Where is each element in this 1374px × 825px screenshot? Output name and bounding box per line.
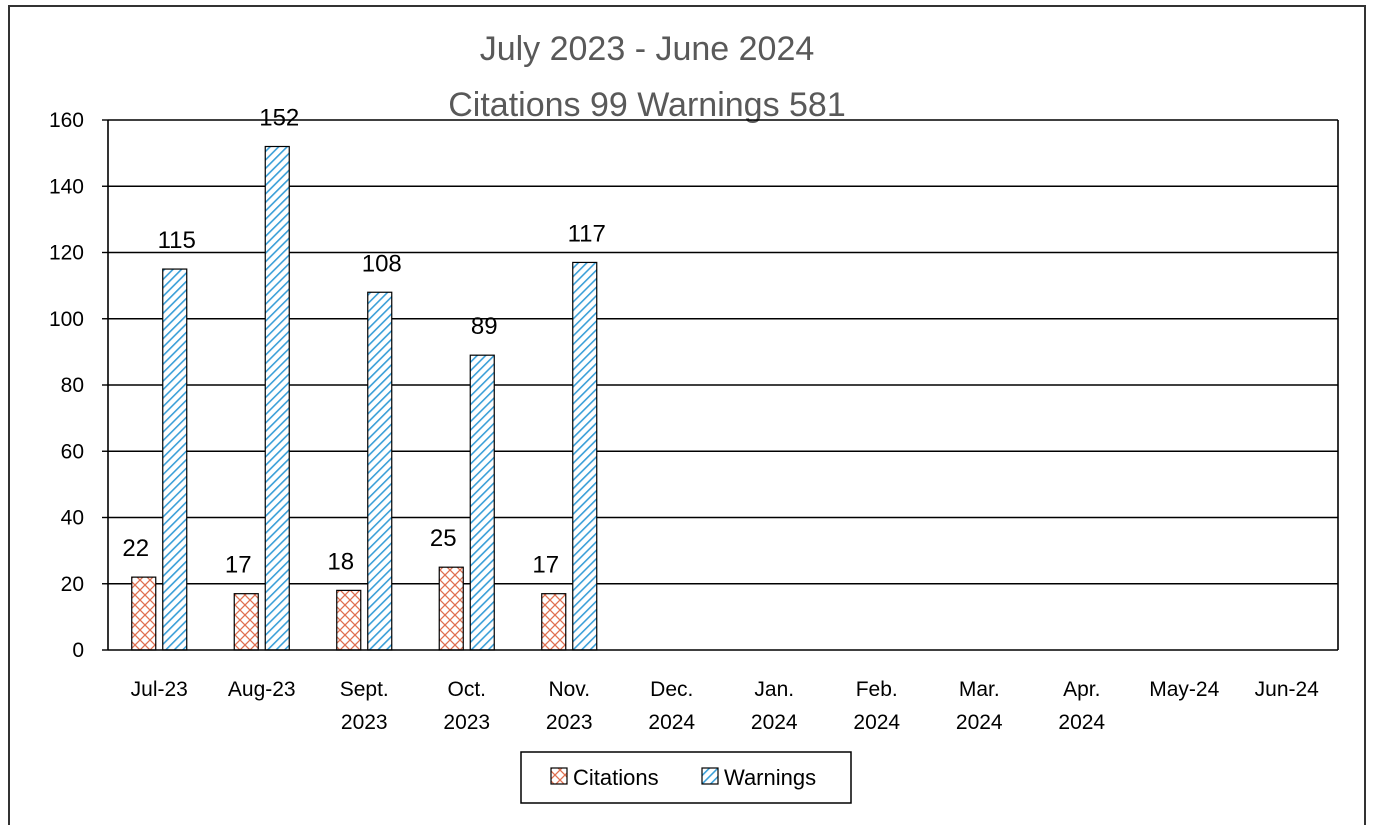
data-label-citations: 17 [225, 552, 252, 579]
x-tick-label: Jun-24 [1255, 678, 1320, 701]
bar-citations [336, 589, 362, 651]
data-label-warnings: 152 [259, 105, 299, 132]
y-tick-label: 40 [61, 507, 84, 530]
data-labels: 22 17 18 25 17 115 152 108 89 117 [122, 105, 605, 579]
data-label-warnings: 108 [362, 250, 402, 277]
y-tick-label: 80 [61, 374, 84, 397]
bar-citations [131, 576, 157, 651]
y-tick-label: 60 [61, 440, 84, 463]
bar-warnings [572, 261, 598, 651]
x-tick-label: Feb. [856, 678, 898, 701]
bar-citations [438, 566, 464, 651]
x-tick-label: Jan. [754, 678, 794, 701]
data-label-citations: 22 [122, 535, 149, 562]
x-tick-label: Jul-23 [131, 678, 188, 701]
bar-warnings [162, 268, 188, 651]
data-label-citations: 17 [532, 552, 559, 579]
chart-subtitle: Citations 99 Warnings 581 [448, 86, 846, 124]
x-tick-label: 2024 [648, 711, 695, 734]
bar-warnings [469, 354, 495, 651]
x-tick-label: 2023 [341, 711, 388, 734]
x-tick-label: Oct. [447, 678, 486, 701]
x-tick-label: Dec. [650, 678, 693, 701]
x-tick-label: Nov. [548, 678, 590, 701]
x-tick-label: Sept. [340, 678, 389, 701]
bar-warnings [367, 291, 393, 651]
data-label-citations: 25 [430, 525, 457, 552]
y-tick-label: 20 [61, 573, 84, 596]
data-label-warnings: 115 [158, 227, 196, 254]
x-tick-label: 2024 [1058, 711, 1105, 734]
bar-citations [233, 593, 259, 651]
bar-citations [541, 593, 567, 651]
data-label-warnings: 117 [568, 220, 606, 247]
data-label-warnings: 89 [471, 313, 498, 340]
chart-title: July 2023 - June 2024 [480, 30, 815, 68]
legend-swatch-citations [550, 767, 568, 785]
x-tick-label: 2023 [546, 711, 593, 734]
y-tick-label: 140 [49, 175, 84, 198]
legend-swatch-warnings [701, 767, 719, 785]
y-tick-label: 160 [49, 109, 84, 132]
bar-warnings [264, 145, 290, 651]
x-tick-label: 2024 [956, 711, 1003, 734]
legend-box [520, 751, 852, 804]
legend: Citations Warnings [520, 751, 852, 804]
x-axis: Jul-23 Aug-23 Sept. 2023 Oct. 2023 Nov. 2023 Dec… [108, 649, 1338, 734]
gridlines [108, 119, 1339, 650]
x-tick-label: 2024 [751, 711, 798, 734]
legend-label-warnings: Warnings [724, 765, 816, 790]
x-tick-label: May-24 [1149, 678, 1219, 701]
x-tick-label: Mar. [959, 678, 1000, 701]
legend-label-citations: Citations [573, 765, 659, 790]
x-tick-label: 2023 [443, 711, 490, 734]
chart-frame [8, 5, 1366, 825]
x-tick-label: Aug-23 [228, 678, 296, 701]
data-label-citations: 18 [327, 548, 354, 575]
x-tick-label: 2024 [853, 711, 900, 734]
bars [131, 145, 598, 651]
y-axis: 0 20 40 60 80 100 120 140 160 [49, 109, 109, 662]
y-tick-label: 120 [49, 242, 84, 265]
y-tick-label: 100 [49, 308, 84, 331]
y-tick-label: 0 [72, 639, 84, 662]
x-tick-label: Apr. [1063, 678, 1100, 701]
